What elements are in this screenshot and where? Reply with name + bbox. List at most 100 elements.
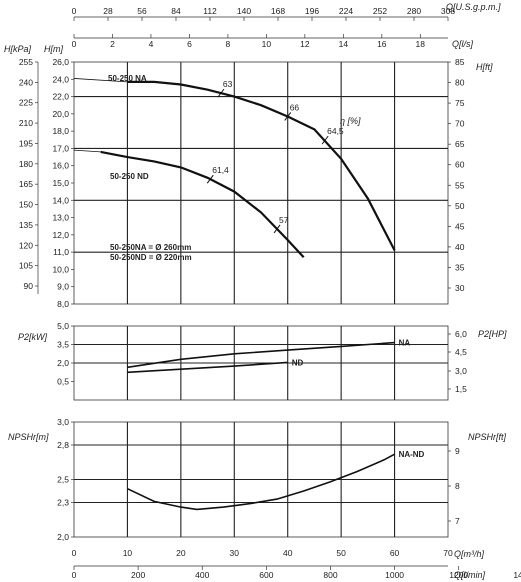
lmin-axis-label: Q[l/min] <box>454 570 486 580</box>
m-tick-label: 18,0 <box>52 126 69 136</box>
lmin-tick-label: 0 <box>72 570 77 580</box>
ft-tick-label: 50 <box>455 201 465 211</box>
head-curve-na-start <box>73 78 128 83</box>
usgpm-axis-label: Q[U.S.g.p.m.] <box>446 2 501 12</box>
power-series-label: ND <box>292 358 304 367</box>
npsh-m-tick-label: 2,0 <box>57 532 69 542</box>
ls-tick-label: 2 <box>110 39 115 49</box>
ls-tick-label: 18 <box>416 39 426 49</box>
ls-tick-label: 4 <box>149 39 154 49</box>
usgpm-tick-label: 0 <box>72 6 77 16</box>
p2-hp-tick-label: 3,0 <box>455 366 467 376</box>
ft-tick-label: 75 <box>455 98 465 108</box>
efficiency-mark <box>273 224 281 234</box>
ft-tick-label: 35 <box>455 262 465 272</box>
ls-tick-label: 0 <box>72 39 77 49</box>
npsh-m-axis-label: NPSHr[m] <box>8 432 49 442</box>
usgpm-tick-label: 168 <box>271 6 285 16</box>
p2-hp-tick-label: 1,5 <box>455 384 467 394</box>
m3h-tick-label: 50 <box>336 548 346 558</box>
npsh-m-tick-label: 2,8 <box>57 440 69 450</box>
ft-tick-label: 30 <box>455 283 465 293</box>
m3h-tick-label: 0 <box>72 548 77 558</box>
ls-tick-label: 6 <box>187 39 192 49</box>
head-series-label: 50-250 NA <box>108 74 147 83</box>
efficiency-mark <box>217 88 225 98</box>
m-tick-label: 11,0 <box>53 247 69 257</box>
usgpm-tick-label: 140 <box>237 6 251 16</box>
p2-kw-axis-label: P2[kW] <box>18 332 48 342</box>
p2-hp-tick-label: 4,5 <box>455 347 467 357</box>
kpa-tick-label: 105 <box>19 261 33 271</box>
ls-axis-label: Q[l/s] <box>452 39 474 49</box>
m3h-tick-label: 40 <box>283 548 293 558</box>
m-tick-label: 22,0 <box>52 92 69 102</box>
ls-tick-label: 8 <box>226 39 231 49</box>
lmin-tick-label: 800 <box>323 570 337 580</box>
ft-tick-label: 85 <box>455 57 465 67</box>
lmin-tick-label: 1400 <box>513 570 521 580</box>
npsh-curve <box>127 453 395 511</box>
kpa-tick-label: 180 <box>19 159 33 169</box>
efficiency-mark <box>284 112 292 121</box>
ft-tick-label: 55 <box>455 180 465 190</box>
m-tick-label: 15,0 <box>52 178 69 188</box>
p2-kw-tick-label: 3,5 <box>57 340 69 350</box>
usgpm-tick-label: 84 <box>171 6 181 16</box>
p2-hp-axis-label: P2[HP] <box>478 329 507 339</box>
power-curve-na <box>127 341 395 369</box>
npsh-ft-tick-label: 9 <box>455 446 460 456</box>
m3h-tick-label: 30 <box>230 548 240 558</box>
kpa-tick-label: 255 <box>19 57 33 67</box>
m-tick-label: 26,0 <box>52 57 69 67</box>
m3h-tick-label: 70 <box>443 548 453 558</box>
kpa-axis-label: H[kPa] <box>4 44 32 54</box>
impeller-note-nd: 50-250ND = Ø 220mm <box>110 253 192 262</box>
p2-hp-tick-label: 6,0 <box>455 329 467 339</box>
efficiency-axis-label: η [%] <box>340 116 361 126</box>
m-tick-label: 17,0 <box>52 143 69 153</box>
kpa-tick-label: 210 <box>19 118 33 128</box>
ls-tick-label: 12 <box>300 39 310 49</box>
lmin-tick-label: 400 <box>195 570 209 580</box>
impeller-note-na: 50-250NA = Ø 260mm <box>110 243 191 252</box>
kpa-tick-label: 195 <box>19 138 33 148</box>
ft-tick-label: 70 <box>455 119 465 129</box>
p2-kw-tick-label: 0,5 <box>57 377 69 387</box>
m-tick-label: 14,0 <box>52 195 69 205</box>
ft-tick-label: 45 <box>455 221 465 231</box>
lmin-tick-label: 200 <box>131 570 145 580</box>
kpa-tick-label: 165 <box>19 179 33 189</box>
efficiency-mark <box>321 135 329 145</box>
m-axis-label: H[m] <box>44 44 63 54</box>
usgpm-tick-label: 28 <box>103 6 113 16</box>
kpa-tick-label: 225 <box>19 98 33 108</box>
npsh-ft-tick-label: 8 <box>455 481 460 491</box>
head-curve-nd <box>100 150 305 259</box>
m-tick-label: 12,0 <box>52 230 69 240</box>
efficiency-mark-label: 66 <box>290 102 300 112</box>
usgpm-tick-label: 56 <box>137 6 147 16</box>
efficiency-mark-label: 64,5 <box>327 126 344 136</box>
npsh-m-tick-label: 2,3 <box>57 498 69 508</box>
lmin-tick-label: 1200 <box>449 570 468 580</box>
ft-tick-label: 60 <box>455 160 465 170</box>
ft-tick-label: 80 <box>455 78 465 88</box>
efficiency-mark-label: 63 <box>223 79 233 89</box>
m3h-tick-label: 10 <box>123 548 133 558</box>
m3h-tick-label: 60 <box>390 548 400 558</box>
m-tick-label: 24,0 <box>52 74 69 84</box>
m-tick-label: 20,0 <box>52 109 69 119</box>
lmin-tick-label: 600 <box>259 570 273 580</box>
efficiency-mark <box>206 174 214 184</box>
m3h-tick-label: 20 <box>176 548 186 558</box>
p2-kw-tick-label: 5,0 <box>57 321 69 331</box>
m-tick-label: 8,0 <box>57 299 69 309</box>
usgpm-tick-label: 280 <box>407 6 421 16</box>
npsh-ft-axis-label: NPSHr[ft] <box>468 432 507 442</box>
npsh-m-tick-label: 3,0 <box>57 417 69 427</box>
m-tick-label: 10,0 <box>52 264 69 274</box>
usgpm-tick-label: 252 <box>373 6 387 16</box>
m-tick-label: 13,0 <box>52 213 69 223</box>
power-curve-nd <box>127 361 288 374</box>
